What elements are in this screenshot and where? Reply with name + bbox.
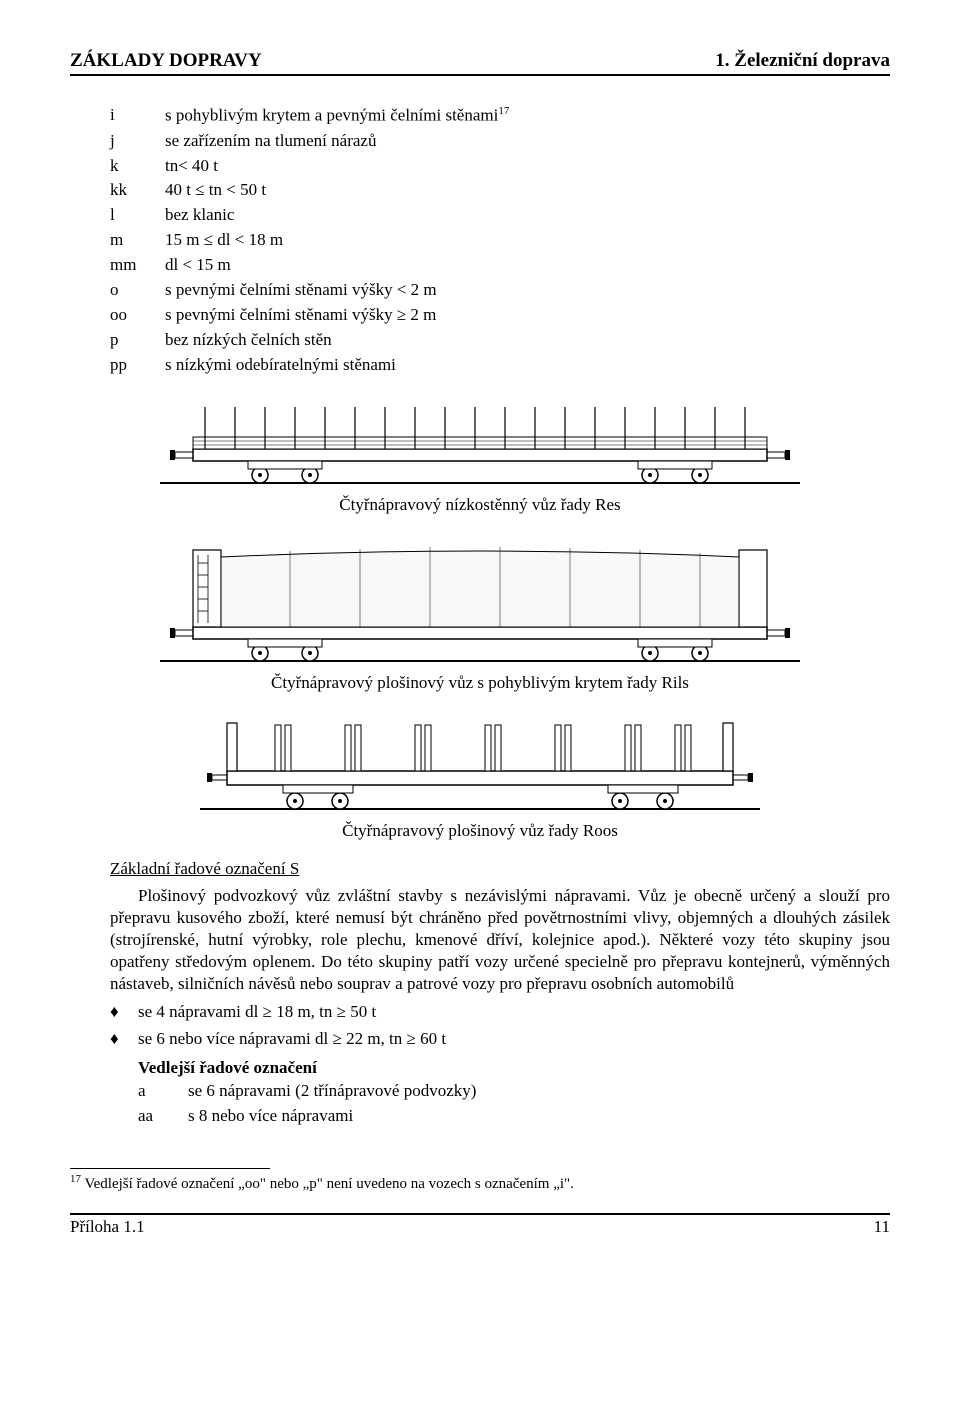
caption-rils: Čtyřnápravový plošinový vůz s pohyblivým… — [70, 673, 890, 693]
def-val: s pevnými čelními stěnami výšky ≥ 2 m — [165, 304, 890, 327]
caption-roos: Čtyřnápravový plošinový vůz řady Roos — [70, 821, 890, 841]
def-val: bez klanic — [165, 204, 890, 227]
def-val: se zařízením na tlumení nárazů — [165, 130, 890, 153]
wagon-figure-res — [70, 397, 890, 487]
def-row: is pohyblivým krytem a pevnými čelními s… — [110, 104, 890, 128]
footnote-text: Vedlejší řadové označení „oo" nebo „p" n… — [81, 1176, 574, 1192]
def-row: m15 m ≤ dl < 18 m — [110, 229, 890, 252]
definition-list: is pohyblivým krytem a pevnými čelními s… — [110, 104, 890, 377]
wagon-roos-icon — [200, 713, 760, 813]
def-key: kk — [110, 179, 165, 202]
bullet-item: ♦se 6 nebo více nápravami dl ≥ 22 m, tn … — [110, 1028, 890, 1051]
bullet-item: ♦se 4 nápravami dl ≥ 18 m, tn ≥ 50 t — [110, 1001, 890, 1024]
def-key: m — [110, 229, 165, 252]
def-key: mm — [110, 254, 165, 277]
def-row: pps nízkými odebíratelnými stěnami — [110, 354, 890, 377]
sub-val: se 6 nápravami (2 třínápravové podvozky) — [188, 1080, 476, 1103]
def-key: k — [110, 155, 165, 178]
def-val: bez nízkých čelních stěn — [165, 329, 890, 352]
bullet-text: se 6 nebo více nápravami dl ≥ 22 m, tn ≥… — [138, 1028, 446, 1051]
def-val: tn< 40 t — [165, 155, 890, 178]
sub-def-list: ase 6 nápravami (2 třínápravové podvozky… — [138, 1080, 890, 1128]
def-val: s pohyblivým krytem a pevnými čelními st… — [165, 104, 890, 128]
sub-key: a — [138, 1080, 188, 1103]
def-val: 15 m ≤ dl < 18 m — [165, 229, 890, 252]
footer-left: Příloha 1.1 — [70, 1217, 145, 1237]
sub-val: s 8 nebo více nápravami — [188, 1105, 353, 1128]
wagon-rils-icon — [160, 535, 800, 665]
def-row: os pevnými čelními stěnami výšky < 2 m — [110, 279, 890, 302]
def-val: s nízkými odebíratelnými stěnami — [165, 354, 890, 377]
wagon-figure-roos — [70, 713, 890, 813]
def-key: l — [110, 204, 165, 227]
def-row: ktn< 40 t — [110, 155, 890, 178]
page-footer: Příloha 1.1 11 — [70, 1213, 890, 1237]
def-key: p — [110, 329, 165, 352]
header-left: ZÁKLADY DOPRAVY — [70, 50, 262, 72]
def-row: oos pevnými čelními stěnami výšky ≥ 2 m — [110, 304, 890, 327]
header-right: 1. Železniční doprava — [715, 50, 890, 72]
def-val: 40 t ≤ tn < 50 t — [165, 179, 890, 202]
def-key: oo — [110, 304, 165, 327]
diamond-icon: ♦ — [110, 1001, 138, 1024]
diamond-icon: ♦ — [110, 1028, 138, 1051]
sub-def-row: ase 6 nápravami (2 třínápravové podvozky… — [138, 1080, 890, 1103]
def-row: kk40 t ≤ tn < 50 t — [110, 179, 890, 202]
footnote: 17 Vedlejší řadové označení „oo" nebo „p… — [70, 1173, 890, 1193]
paragraph-body: Plošinový podvozkový vůz zvláštní stavby… — [110, 885, 890, 995]
def-row: lbez klanic — [110, 204, 890, 227]
page-header: ZÁKLADY DOPRAVY 1. Železniční doprava — [70, 50, 890, 76]
sub-def-row: aas 8 nebo více nápravami — [138, 1105, 890, 1128]
def-row: jse zařízením na tlumení nárazů — [110, 130, 890, 153]
def-row: pbez nízkých čelních stěn — [110, 329, 890, 352]
footnote-number: 17 — [70, 1173, 81, 1185]
section-heading-s: Základní řadové označení S — [110, 859, 890, 879]
def-key: o — [110, 279, 165, 302]
def-key: pp — [110, 354, 165, 377]
footer-right: 11 — [874, 1217, 890, 1237]
def-val: s pevnými čelními stěnami výšky < 2 m — [165, 279, 890, 302]
def-key: i — [110, 104, 165, 128]
sub-heading: Vedlejší řadové označení — [138, 1057, 890, 1080]
caption-res: Čtyřnápravový nízkostěnný vůz řady Res — [70, 495, 890, 515]
bullet-text: se 4 nápravami dl ≥ 18 m, tn ≥ 50 t — [138, 1001, 376, 1024]
def-key: j — [110, 130, 165, 153]
wagon-res-icon — [160, 397, 800, 487]
footnote-separator — [70, 1168, 270, 1169]
def-row: mmdl < 15 m — [110, 254, 890, 277]
sub-key: aa — [138, 1105, 188, 1128]
wagon-figure-rils — [70, 535, 890, 665]
def-val: dl < 15 m — [165, 254, 890, 277]
bullet-list: ♦se 4 nápravami dl ≥ 18 m, tn ≥ 50 t ♦se… — [110, 1001, 890, 1128]
